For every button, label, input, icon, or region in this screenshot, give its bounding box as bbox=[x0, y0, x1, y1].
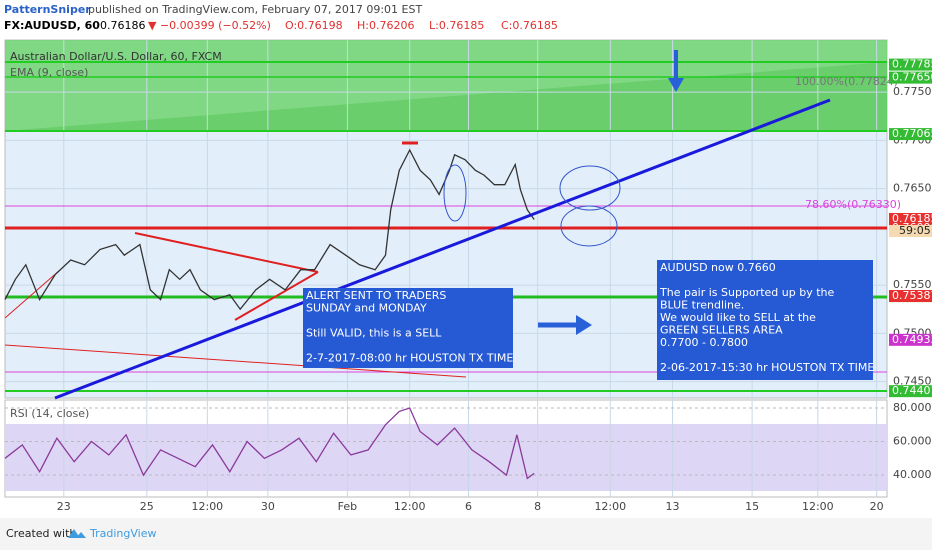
price-marker bbox=[889, 385, 932, 398]
price-marker bbox=[889, 290, 932, 303]
brand[interactable]: TradingView bbox=[89, 527, 156, 540]
note-line: Still VALID, this is a SELL bbox=[306, 327, 442, 340]
note-line: AUDUSD now 0.7660 bbox=[660, 261, 776, 274]
note-line: 2-06-2017-15:30 hr HOUSTON TX TIME bbox=[660, 361, 874, 374]
note-line: ALERT SENT TO TRADERS bbox=[306, 289, 446, 302]
price-line bbox=[4, 407, 535, 480]
x-tick-label: 12:00 bbox=[191, 500, 223, 513]
y-tick-label: 80.0000 bbox=[893, 401, 932, 414]
price-marker-label: 0.75387 bbox=[892, 289, 932, 302]
x-tick-label: 30 bbox=[261, 500, 275, 513]
price-marker bbox=[889, 213, 932, 225]
arrow bbox=[576, 315, 592, 335]
pane-title: Australian Dollar/U.S. Dollar, 60, FXCM bbox=[10, 50, 222, 63]
x-tick-label: 12:00 bbox=[594, 500, 626, 513]
change: ▼ −0.00399 (−0.52%) bbox=[148, 19, 271, 32]
series bbox=[4, 148, 535, 480]
note-line: We would like to SELL at the bbox=[660, 311, 816, 324]
ellipse bbox=[559, 165, 621, 211]
note-line: The pair is Supported up by the bbox=[659, 286, 834, 299]
alert-box bbox=[303, 288, 513, 368]
red-trendline bbox=[4, 344, 467, 378]
x-tick-label: 12:00 bbox=[802, 500, 834, 513]
price-marker-label: 0.74933 bbox=[892, 333, 932, 346]
price-line bbox=[4, 148, 535, 311]
note-line: 0.7700 - 0.7800 bbox=[660, 336, 748, 349]
rsi-legend: RSI (14, close) bbox=[10, 407, 89, 420]
red-trendline bbox=[134, 232, 319, 273]
ohlc-value: C:0.76185 bbox=[501, 19, 558, 32]
countdown-box bbox=[889, 225, 932, 237]
blue-trendline bbox=[54, 98, 831, 400]
x-tick-label: 13 bbox=[666, 500, 680, 513]
note-line: BLUE trendline. bbox=[660, 299, 744, 312]
symbol: FX:AUDUSD, 60 bbox=[4, 19, 100, 32]
ticks: 0.745000.750000.755000.765000.770000.775… bbox=[5, 40, 932, 513]
ohlc-value: O:0.76198 bbox=[285, 19, 343, 32]
author[interactable]: PatternSniper bbox=[4, 3, 91, 16]
x-tick-label: 20 bbox=[870, 500, 884, 513]
ellipse bbox=[560, 205, 618, 247]
note-line: GREEN SELLERS AREA bbox=[660, 324, 783, 337]
countdown: 59:05 bbox=[899, 224, 931, 237]
price-marker bbox=[889, 58, 932, 71]
x-tick-label: 23 bbox=[57, 500, 71, 513]
price-marker bbox=[889, 71, 932, 84]
x-tick-label: 8 bbox=[534, 500, 541, 513]
price-marker bbox=[889, 128, 932, 141]
red-trendline bbox=[4, 269, 61, 319]
price-marker-label: 0.74401 bbox=[892, 384, 932, 397]
published: published on TradingView.com, February 0… bbox=[88, 3, 422, 16]
ohlc-value: H:0.76206 bbox=[357, 19, 414, 32]
arrow bbox=[668, 78, 684, 92]
rsi-band bbox=[5, 424, 887, 491]
price-marker-label: 0.77065 bbox=[892, 127, 932, 140]
x-tick-label: Feb bbox=[338, 500, 357, 513]
x-tick-label: 15 bbox=[745, 500, 759, 513]
ellipse bbox=[443, 164, 467, 222]
created: Created with bbox=[6, 527, 76, 540]
price-marker-label: 0.76185 bbox=[892, 212, 932, 225]
x-tick-label: 12:00 bbox=[394, 500, 426, 513]
note-line: SUNDAY and MONDAY bbox=[306, 302, 427, 315]
red-trendline bbox=[234, 271, 319, 321]
last-price: 0.76186 bbox=[100, 19, 146, 32]
fib-label: 78.60%(0.76330) bbox=[805, 198, 901, 211]
note-line: 2-7-2017-08:00 hr HOUSTON TX TIME bbox=[306, 352, 513, 365]
y-tick-label: 60.0000 bbox=[893, 435, 932, 448]
x-tick-label: 6 bbox=[465, 500, 472, 513]
x-tick-label: 25 bbox=[140, 500, 154, 513]
price-marker bbox=[889, 333, 932, 346]
fib-label: 100.00%(0.77824) bbox=[795, 75, 898, 88]
price-marker-label: 0.77785 bbox=[892, 58, 932, 71]
indicator-legend: EMA (9, close) bbox=[10, 66, 88, 79]
fib-fill bbox=[5, 62, 887, 131]
logo bbox=[68, 529, 86, 538]
y-tick-label: 40.0000 bbox=[893, 468, 932, 481]
ohlc-value: L:0.76185 bbox=[429, 19, 484, 32]
note-box bbox=[657, 260, 873, 380]
y-tick-label: 0.77500 bbox=[893, 85, 932, 98]
footer bbox=[0, 518, 932, 550]
